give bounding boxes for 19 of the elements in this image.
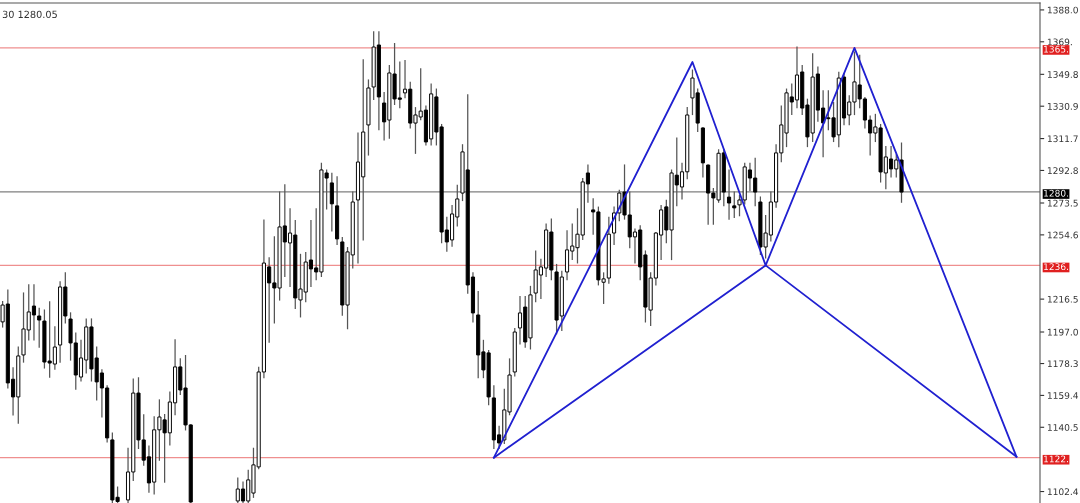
y-tick-label: 1197.0 [1047, 328, 1078, 336]
annotation: 30 1280.05 [2, 10, 57, 19]
ref-line-label: 1280. [1044, 189, 1068, 197]
ref-line-label: 1365. [1044, 45, 1068, 53]
y-tick-label: 1273.5 [1047, 199, 1078, 207]
y-tick-label: 1159.4 [1047, 392, 1079, 399]
y-tick-label: 1388.0 [1047, 6, 1078, 14]
y-tick-label: 1254.6 [1047, 231, 1078, 239]
y-tick-label: 1140.5 [1047, 424, 1078, 431]
ref-line-label: 1122. [1044, 455, 1068, 463]
y-tick-label: 1349.8 [1047, 71, 1078, 78]
y-tick-label: 1292.8 [1047, 167, 1078, 175]
y-tick-label: 1102.4 [1047, 488, 1079, 496]
y-tick-label: 1330.9 [1047, 102, 1078, 110]
y-tick-label: 1178.3 [1047, 360, 1078, 368]
y-tick-label: 1216.5 [1047, 295, 1078, 303]
y-tick-label: 1311.7 [1047, 135, 1078, 143]
ref-line-label: 1236. [1044, 263, 1068, 271]
y-tick-label: 1369. [1047, 38, 1072, 46]
